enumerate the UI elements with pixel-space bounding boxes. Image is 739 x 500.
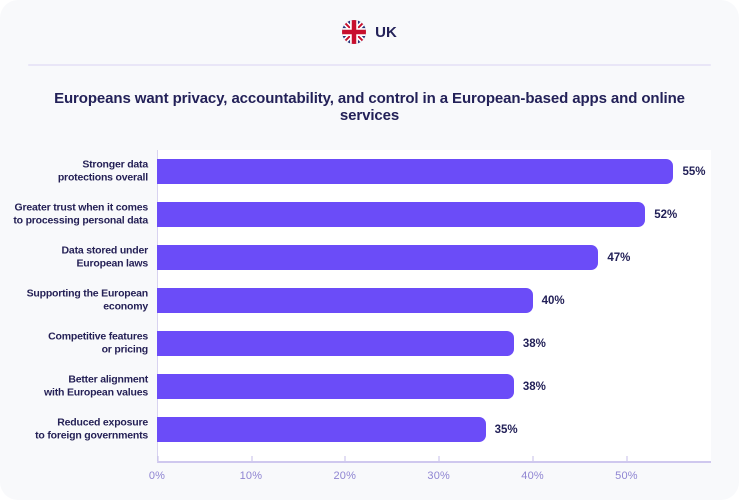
bar-row: Data stored under European laws 47% [30, 236, 711, 279]
bar-category-label: Competitive features or pricing [30, 322, 157, 365]
bar-category-text: Reduced exposure to foreign governments [35, 415, 148, 442]
bar-value: 47% [607, 251, 631, 264]
bar-category-text: Better alignment with European values [44, 372, 148, 399]
bar-category-label: Greater trust when it comes to processin… [13, 193, 157, 236]
x-tick-mark [344, 456, 346, 461]
x-tick-mark [626, 456, 628, 461]
x-tick-label: 30% [427, 470, 450, 482]
bar [157, 374, 514, 399]
bar [157, 245, 599, 270]
bar [157, 288, 533, 313]
bar-row: Greater trust when it comes to processin… [13, 193, 711, 236]
header-divider [28, 64, 711, 66]
bar-row: Competitive features or pricing 38% [30, 322, 711, 365]
bar-row: Reduced exposure to foreign governments … [30, 408, 711, 451]
x-tick-mark [532, 456, 534, 461]
bar-rows: Stronger data protections overall 55% Gr… [13, 150, 711, 463]
bar-value: 40% [541, 294, 565, 307]
x-tick-label: 0% [148, 470, 166, 482]
x-tick-mark [438, 456, 440, 461]
bar-value: 52% [654, 208, 678, 221]
bar-category-label: Supporting the European economy [26, 279, 157, 322]
bar-category-text: Greater trust when it comes to processin… [13, 200, 148, 227]
bar-value: 35% [494, 423, 518, 436]
bar-category-label: Data stored under European laws [30, 236, 157, 279]
bar-category-text: Supporting the European economy [26, 286, 149, 313]
bar-row: Better alignment with European values 38… [30, 365, 711, 408]
bar-category-text: Data stored under European laws [61, 243, 149, 270]
bar-chart: Stronger data protections overall 55% Gr… [13, 150, 711, 485]
chart-title: Europeans want privacy, accountability, … [54, 90, 685, 124]
bar-row: Stronger data protections overall 55% [30, 150, 711, 193]
bar-row: Supporting the European economy 40% [26, 279, 711, 322]
header: UK [0, 0, 739, 64]
bar [157, 159, 674, 184]
bar-value: 38% [522, 337, 546, 350]
x-tick-mark [157, 456, 159, 461]
bar-value: 38% [522, 380, 546, 393]
x-tick-mark [251, 456, 253, 461]
bar-value: 55% [682, 165, 706, 178]
x-tick-label: 20% [333, 470, 357, 482]
x-tick-label: 10% [239, 470, 263, 482]
bar-category-label: Reduced exposure to foreign governments [30, 408, 157, 451]
bar [157, 331, 514, 356]
bar [157, 417, 486, 442]
bar-category-text: Competitive features or pricing [48, 329, 148, 356]
x-axis: 0% 10% 20% 30% 40% 50% [149, 463, 711, 485]
uk-flag-icon [342, 20, 367, 44]
bar-category-text: Stronger data protections overall [57, 157, 148, 184]
bar-category-label: Stronger data protections overall [30, 150, 157, 193]
bar-category-label: Better alignment with European values [30, 365, 157, 408]
x-tick-label: 40% [521, 470, 544, 482]
bar [157, 202, 646, 227]
x-tick-label: 50% [615, 470, 638, 482]
country-label: UK [375, 23, 397, 41]
